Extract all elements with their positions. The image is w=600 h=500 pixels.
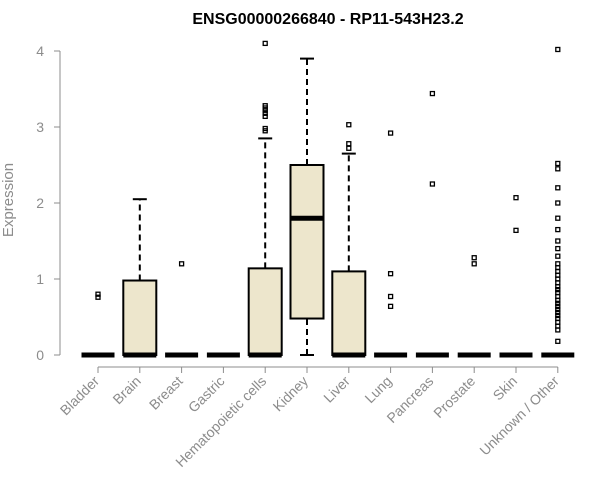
outlier-point	[262, 113, 268, 120]
outlier-point	[555, 185, 561, 191]
outlier-point	[262, 110, 268, 116]
outlier-point	[555, 261, 561, 267]
outlier-point	[429, 181, 436, 187]
chart-title: ENSG00000266840 - RP11-543H23.2	[192, 11, 463, 28]
x-tick-label: Prostate	[430, 373, 478, 421]
x-tick-label: Liver	[320, 373, 353, 406]
outlier-point	[555, 245, 561, 252]
outlier-point	[387, 293, 394, 300]
outlier-point	[555, 286, 561, 293]
outlier-point	[262, 125, 268, 132]
outlier-point	[555, 300, 561, 306]
outlier-point	[346, 141, 352, 147]
outlier-point	[555, 303, 561, 310]
outlier-point	[555, 309, 561, 316]
outlier-point	[346, 145, 352, 151]
y-axis-label: Expression	[0, 163, 17, 237]
y-tick-label: 2	[36, 195, 44, 211]
box-hematopoietic-cells	[247, 40, 283, 358]
box-breast	[165, 261, 199, 358]
outlier-point	[262, 40, 268, 47]
outlier-point	[555, 338, 561, 344]
x-tick-label: Lung	[361, 373, 394, 406]
box-lung	[374, 130, 408, 358]
outlier-point	[471, 255, 477, 261]
box-pancreas	[415, 90, 449, 358]
outlier-point	[555, 46, 561, 53]
outlier-point	[555, 290, 561, 296]
outlier-point	[555, 238, 561, 244]
outlier-point	[555, 253, 561, 259]
x-tick-label: Breast	[146, 373, 186, 413]
box-kidney	[289, 57, 325, 356]
outlier-point	[513, 195, 519, 201]
y-tick-label: 1	[36, 271, 44, 287]
outlier-point	[95, 291, 101, 297]
iqr-box	[331, 270, 367, 356]
outlier-point	[555, 215, 561, 221]
outlier-point	[346, 122, 352, 128]
box-unknown-other	[541, 46, 575, 358]
outlier-point	[387, 303, 394, 310]
outlier-point	[262, 103, 268, 109]
outlier-point	[555, 315, 561, 322]
y-tick-label: 0	[36, 347, 44, 363]
x-tick-label: Skin	[490, 373, 521, 404]
outlier-point	[387, 271, 394, 277]
iqr-box	[247, 267, 283, 356]
box-skin	[499, 195, 533, 358]
outlier-point	[555, 226, 561, 233]
outlier-point	[555, 166, 561, 172]
box-liver	[331, 122, 367, 358]
y-tick-label: 3	[36, 119, 44, 135]
x-tick-label: Bladder	[57, 373, 103, 419]
y-tick-label: 4	[36, 43, 44, 59]
outlier-point	[555, 312, 561, 319]
box-prostate	[457, 255, 491, 358]
box-brain	[122, 198, 158, 358]
x-tick-label: Kidney	[270, 373, 312, 415]
outlier-point	[178, 261, 185, 267]
outlier-point	[95, 294, 101, 300]
outlier-point	[555, 160, 561, 167]
outlier-point	[555, 200, 561, 206]
iqr-box	[122, 279, 158, 356]
outlier-point	[387, 130, 394, 136]
boxes	[81, 40, 575, 358]
outlier-point	[429, 90, 436, 97]
outlier-point	[555, 306, 561, 313]
iqr-box	[289, 164, 325, 320]
x-tick-label: Unknown / Other	[476, 373, 562, 459]
x-tick-label: Brain	[109, 373, 143, 407]
outlier-point	[471, 261, 477, 267]
outlier-point	[513, 227, 519, 234]
box-bladder	[81, 291, 115, 358]
